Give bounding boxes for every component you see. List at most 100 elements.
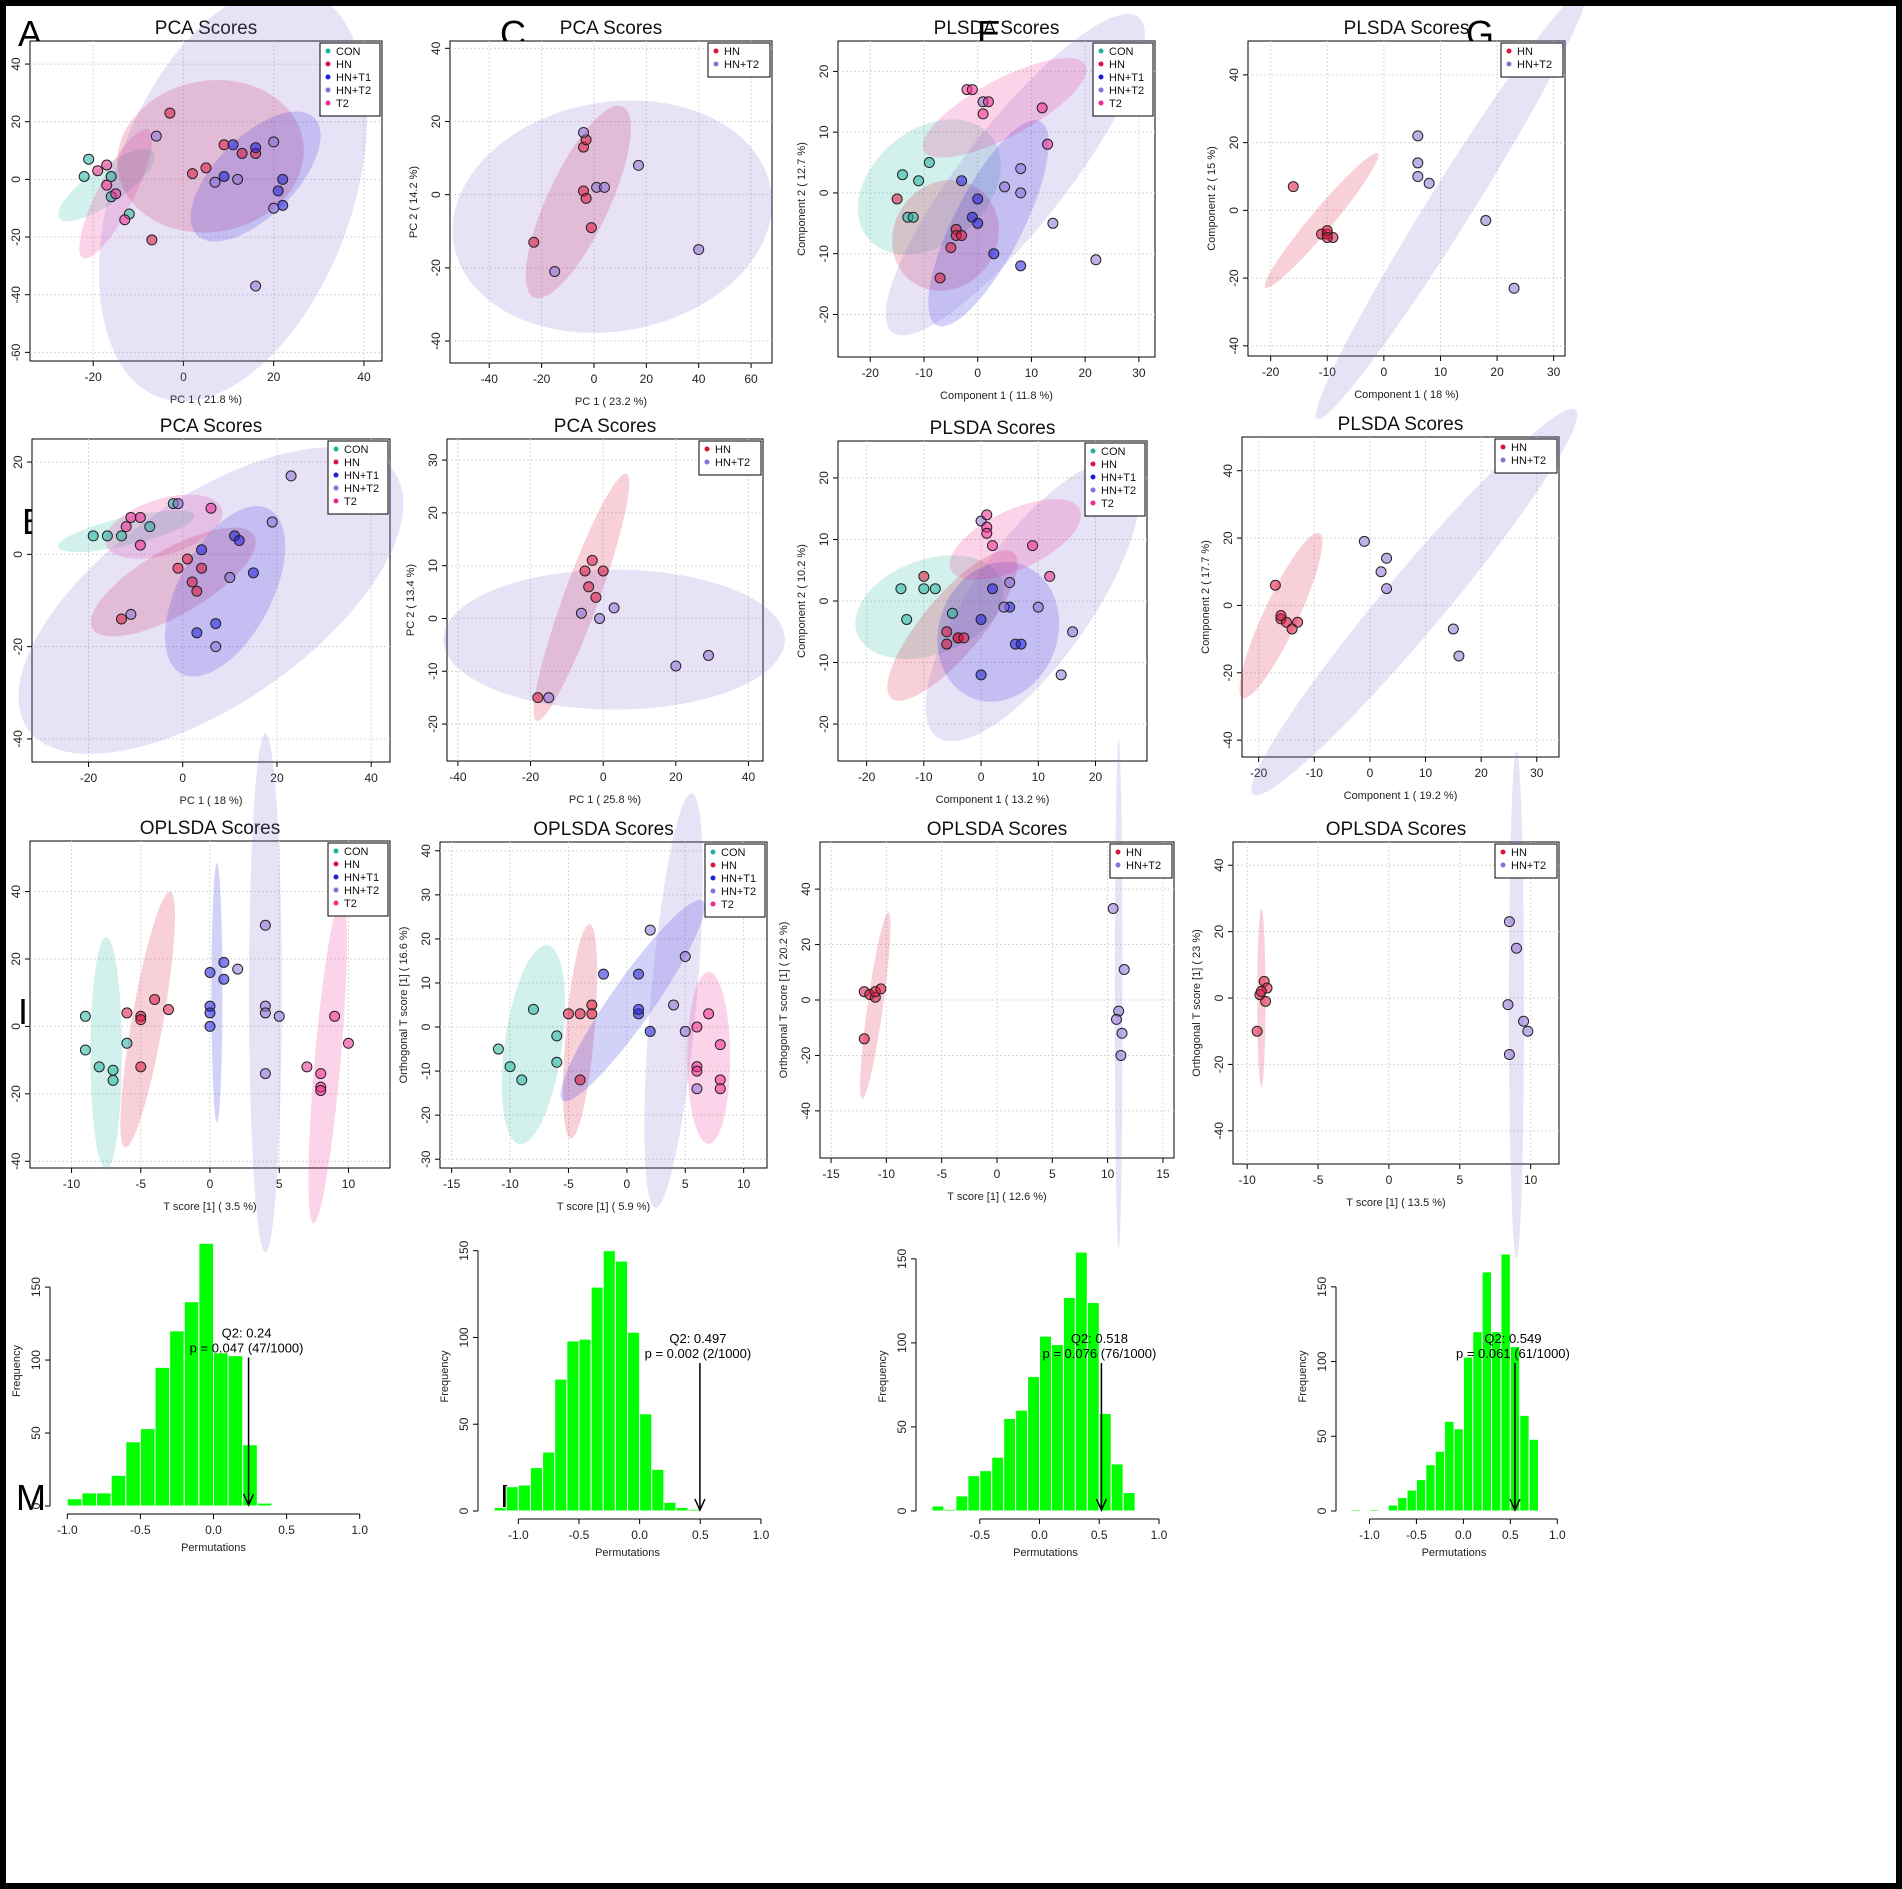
x-tick-label: -20 <box>522 770 540 784</box>
x-tick-label: 0 <box>1367 766 1374 780</box>
y-tick-label: 30 <box>419 888 433 902</box>
legend-entry: CON <box>344 444 369 456</box>
data-point-hn <box>580 192 592 204</box>
data-point-con <box>923 157 935 169</box>
panel-m: M -1.0 -0.5 0.0 0.5 1.0 0 50 100 150 Permutations F… <box>11 1242 368 1554</box>
legend-marker <box>704 446 710 452</box>
ellipse-hn <box>117 79 304 233</box>
legend-marker <box>1098 61 1104 67</box>
data-point-hn-t2 <box>670 660 682 672</box>
data-point-con <box>516 1074 528 1086</box>
data-point-hn-t2 <box>598 181 610 193</box>
legend-marker <box>333 485 339 491</box>
y-tick-label: -40 <box>1227 337 1241 355</box>
legend-entry: HN <box>724 46 740 58</box>
data-point-t2 <box>981 509 993 521</box>
data-point-hn-t2 <box>608 602 620 614</box>
x-tick-label: -10 <box>1239 1173 1257 1187</box>
legend-entry: HN+T1 <box>336 72 371 84</box>
chart-title: PCA Scores <box>560 18 662 39</box>
x-tick-label: -1.0 <box>508 1528 529 1542</box>
histogram-bar <box>663 1501 677 1512</box>
data-point-hn-t2 <box>668 999 680 1011</box>
legend-box <box>1500 42 1564 78</box>
y-tick-label: 50 <box>1315 1429 1329 1443</box>
y-tick-label: 0 <box>419 1023 433 1030</box>
legend-marker <box>1098 48 1104 54</box>
ellipse-hn-t2 <box>1251 408 1578 796</box>
x-axis-label: Component 1 ( 11.8 %) <box>940 390 1053 402</box>
histogram-bar <box>517 1484 531 1512</box>
data-point-hn-t1 <box>598 968 609 980</box>
legend-marker <box>333 887 339 893</box>
legend-entry: HN+T2 <box>1126 860 1161 872</box>
data-point-hn-t2 <box>1510 942 1522 954</box>
histogram-bar <box>1453 1428 1464 1512</box>
y-axis-label: PC 2 ( 13.4 %) <box>405 564 417 636</box>
data-point-hn-t2 <box>1381 583 1393 595</box>
data-point-hn <box>597 565 609 577</box>
y-tick-label: -10 <box>426 662 440 680</box>
ellipse-t2 <box>922 58 1087 158</box>
ellipse-hn <box>120 891 176 1148</box>
x-tick-label: -20 <box>1262 365 1280 379</box>
x-axis-label: T score [1] ( 3.5 %) <box>163 1201 256 1213</box>
data-point-hn-t1 <box>1015 638 1027 650</box>
x-tick-label: 10 <box>1032 770 1046 784</box>
data-point-hn <box>1251 1025 1263 1037</box>
histogram-bar <box>639 1413 653 1512</box>
data-point-hn-t2 <box>1412 170 1424 182</box>
data-point-hn-t2 <box>1110 1013 1122 1025</box>
data-point-hn-t2 <box>273 1010 285 1022</box>
data-point-hn-t2 <box>172 498 184 510</box>
data-point-hn <box>1269 579 1281 591</box>
x-tick-label: 20 <box>640 372 654 386</box>
ellipse-t2 <box>308 896 347 1224</box>
p-value-label: p = 0.002 (2/1000) <box>645 1346 752 1361</box>
data-point-t2 <box>342 1037 354 1049</box>
legend-box <box>327 842 389 917</box>
y-tick-label: -30 <box>419 1150 433 1168</box>
data-point-hn-t1 <box>644 1025 656 1037</box>
y-axis-label: Component 2 ( 17.7 %) <box>1200 540 1212 654</box>
data-point-hn-t1 <box>191 627 203 639</box>
data-point-hn-t2 <box>543 692 555 704</box>
data-point-hn <box>149 993 161 1005</box>
x-tick-label: -10 <box>1319 365 1337 379</box>
plot-frame <box>449 40 773 364</box>
data-point-hn-t1 <box>204 966 216 978</box>
x-tick-label: 0.5 <box>692 1528 709 1542</box>
histogram-bar <box>687 1508 701 1512</box>
y-axis-label: Component 2 ( 15 %) <box>1206 146 1218 251</box>
y-tick-label: 0 <box>1221 602 1235 609</box>
data-point-con <box>913 175 925 187</box>
legend-box <box>707 42 771 78</box>
histogram-bar <box>1528 1438 1540 1512</box>
x-tick-label: -5 <box>135 1177 146 1191</box>
y-tick-label: 30 <box>426 453 440 467</box>
data-point-hn-t2 <box>1358 535 1370 547</box>
x-tick-label: 0.0 <box>1455 1528 1472 1542</box>
x-tick-label: -0.5 <box>1406 1528 1427 1542</box>
x-axis-label: Permutations <box>1422 1547 1487 1559</box>
x-tick-label: 30 <box>1547 365 1561 379</box>
ellipse-hn-t2 <box>443 569 785 710</box>
legend-marker <box>1090 487 1096 493</box>
y-tick-label: 20 <box>817 471 831 485</box>
data-point-hn <box>918 570 930 582</box>
x-tick-label: -15 <box>822 1167 840 1181</box>
y-tick-label: 20 <box>1227 136 1241 150</box>
y-tick-label: 150 <box>29 1277 43 1297</box>
data-point-hn <box>590 591 602 603</box>
data-point-hn-t1 <box>204 1020 216 1032</box>
data-point-con <box>492 1043 504 1055</box>
y-tick-label: 20 <box>9 115 23 129</box>
data-point-hn <box>574 1074 586 1086</box>
legend-marker <box>710 849 716 855</box>
histogram-bar <box>1003 1418 1017 1512</box>
data-point-con <box>895 583 907 595</box>
y-tick-label: 0 <box>817 597 831 604</box>
data-point-hn-t2 <box>1090 254 1102 266</box>
data-point-t2 <box>977 108 989 120</box>
